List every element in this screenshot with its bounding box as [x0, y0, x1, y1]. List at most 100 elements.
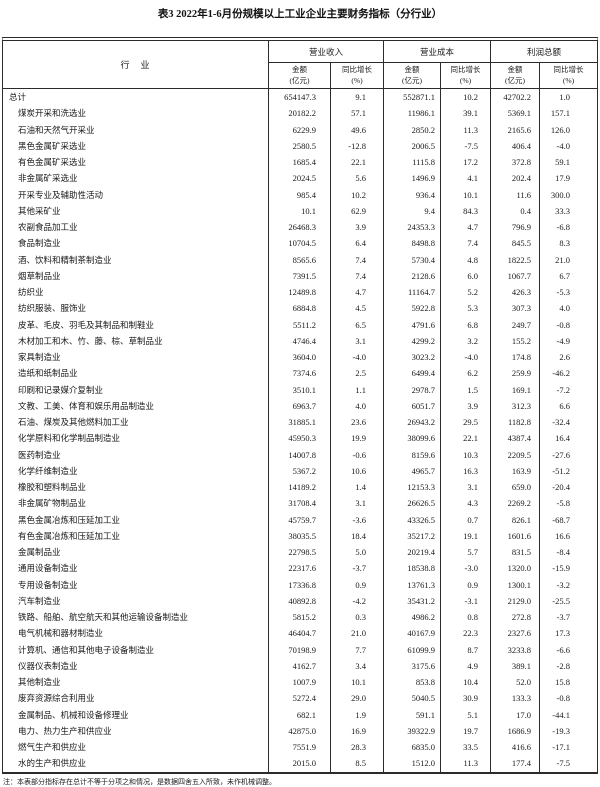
subheader-line2: (亿元): [289, 75, 310, 85]
industry-name: 石油、煤炭及其他燃料加工业: [18, 417, 129, 428]
value-cell: 6835.0: [383, 739, 440, 756]
table-row: 家具制造业 3604.0 -4.0 3023.2 -4.0 174.8 2.6: [3, 349, 597, 366]
value-cell: 9.4: [383, 202, 440, 219]
value-cell: 5815.2: [268, 609, 330, 626]
table-row: 橡胶和塑料制品业 14189.2 1.4 12153.3 3.1 659.0 -20.4: [3, 479, 597, 496]
value-cell: -3.6: [330, 511, 383, 528]
value-cell: 5730.4: [383, 251, 440, 268]
value-cell: 1512.0: [383, 755, 440, 772]
value-cell: 0.3: [330, 609, 383, 626]
value-cell: 21.0: [330, 625, 383, 642]
value-cell: 2580.5: [268, 137, 330, 154]
value-cell: 18538.8: [383, 560, 440, 577]
value-cell: 33.5: [440, 739, 490, 756]
value-cell: 5272.4: [268, 690, 330, 707]
revenue-growth-subheader: 同比增长 (%): [330, 62, 383, 88]
value-cell: 2978.7: [383, 381, 440, 398]
industry-name: 有色金属矿采选业: [18, 157, 87, 168]
table-row: 总计 654147.3 9.1 552871.1 10.2 42702.2 1.0: [3, 89, 597, 106]
value-cell: 177.4: [490, 755, 539, 772]
value-cell: 22317.6: [268, 560, 330, 577]
value-cell: 3.2: [440, 332, 490, 349]
value-cell: 11164.7: [383, 284, 440, 301]
value-cell: 4965.7: [383, 462, 440, 479]
table-row: 其他采矿业 10.1 62.9 9.4 84.3 0.4 33.3: [3, 202, 597, 219]
table-row: 木材加工和木、竹、藤、棕、草制品业 4746.4 3.1 4299.2 3.2 155.2…: [3, 332, 597, 349]
table-row: 纺织服装、服饰业 6884.8 4.5 5922.8 5.3 307.3 4.0: [3, 300, 597, 317]
table-row: 铁路、船舶、航空航天和其他运输设备制造业 5815.2 0.3 4986.2 0.8 27…: [3, 609, 597, 626]
industry-name: 非金属矿采选业: [18, 173, 78, 184]
value-cell: 2129.0: [490, 592, 539, 609]
table-row: 电气机械和器材制造业 46404.7 21.0 40167.9 22.3 2327.6 17…: [3, 625, 597, 642]
value-cell: -2.8: [539, 657, 597, 674]
value-cell: 43326.5: [383, 511, 440, 528]
industry-name: 其他制造业: [18, 677, 61, 688]
cost-group-header: 营业成本: [383, 41, 490, 62]
value-cell: 6.4: [330, 235, 383, 252]
table-row: 印刷和记录媒介复制业 3510.1 1.1 2978.7 1.5 169.1 -7.2: [3, 381, 597, 398]
value-cell: 552871.1: [383, 89, 440, 106]
value-cell: -0.8: [539, 690, 597, 707]
value-cell: 0.7: [440, 511, 490, 528]
industry-name: 总计: [9, 92, 27, 103]
value-cell: 259.9: [490, 365, 539, 382]
value-cell: 0.9: [330, 576, 383, 593]
industry-name: 农副食品加工业: [18, 222, 78, 233]
value-cell: 10.2: [440, 89, 490, 106]
value-cell: 3.4: [330, 657, 383, 674]
value-cell: 307.3: [490, 300, 539, 317]
value-cell: 7.4: [330, 267, 383, 284]
value-cell: 985.4: [268, 186, 330, 203]
value-cell: -4.0: [539, 137, 597, 154]
subheader-line1: 金额: [292, 65, 307, 75]
industry-name: 专用设备制造业: [18, 579, 78, 590]
table-row: 电力、热力生产和供应业 42875.0 16.9 39322.9 19.7 1686.9-…: [3, 722, 597, 739]
value-cell: 10.1: [440, 186, 490, 203]
value-cell: 1.0: [539, 89, 597, 106]
value-cell: 59.1: [539, 154, 597, 171]
value-cell: 2165.6: [490, 121, 539, 138]
value-cell: 5369.1: [490, 105, 539, 122]
value-cell: 26626.5: [383, 495, 440, 512]
industry-name: 纺织服装、服饰业: [18, 303, 87, 314]
table-row: 食品制造业 10704.5 6.4 8498.8 7.4 845.5 8.3: [3, 235, 597, 252]
value-cell: 6.7: [539, 267, 597, 284]
value-cell: 6051.7: [383, 397, 440, 414]
value-cell: 2.6: [539, 349, 597, 366]
table-row: 非金属矿物制品业 31708.4 3.1 26626.5 4.3 2269.2 -5.8: [3, 495, 597, 512]
industry-name: 酒、饮料和精制茶制造业: [18, 254, 112, 265]
table-row: 石油和天然气开采业 6229.9 49.6 2850.2 11.3 2165.6 126.0: [3, 121, 597, 138]
value-cell: 3.9: [330, 219, 383, 236]
value-cell: 6.6: [539, 397, 597, 414]
industry-name: 纺织业: [18, 287, 44, 298]
value-cell: 3.9: [440, 397, 490, 414]
value-cell: 29.0: [330, 690, 383, 707]
profit-group-header: 利润总额: [490, 41, 597, 62]
cost-amount-subheader: 金额 (亿元): [383, 62, 440, 88]
value-cell: 1686.9: [490, 722, 539, 739]
value-cell: 29.5: [440, 414, 490, 431]
industry-name: 造纸和纸制品业: [18, 368, 78, 379]
value-cell: 10.1: [268, 202, 330, 219]
industry-name: 电力、热力生产和供应业: [18, 725, 112, 736]
value-cell: 16.9: [330, 722, 383, 739]
value-cell: 0.9: [440, 576, 490, 593]
value-cell: 17336.8: [268, 576, 330, 593]
table-row: 有色金属冶炼和压延加工业 38035.5 18.4 35217.2 19.1 1601.6…: [3, 527, 597, 544]
industry-name: 黑色金属矿采选业: [18, 140, 87, 151]
value-cell: 389.1: [490, 657, 539, 674]
subheader-line2: (%): [459, 75, 472, 85]
table-row: 汽车制造业 40892.8 -4.2 35431.2 -3.1 2129.0 -25.5: [3, 592, 597, 609]
value-cell: -5.3: [539, 284, 597, 301]
table-title: 表3 2022年1-6月份规模以上工业企业主要财务指标（分行业）: [157, 9, 443, 20]
value-cell: -8.4: [539, 544, 597, 561]
value-cell: 4.3: [440, 495, 490, 512]
value-cell: 15.8: [539, 674, 597, 691]
value-cell: -6.6: [539, 641, 597, 658]
industry-name: 黑色金属冶炼和压延加工业: [18, 514, 121, 525]
value-cell: 61099.9: [383, 641, 440, 658]
industry-name: 橡胶和塑料制品业: [18, 482, 87, 493]
value-cell: -17.1: [539, 739, 597, 756]
industry-name: 化学纤维制造业: [18, 465, 78, 476]
